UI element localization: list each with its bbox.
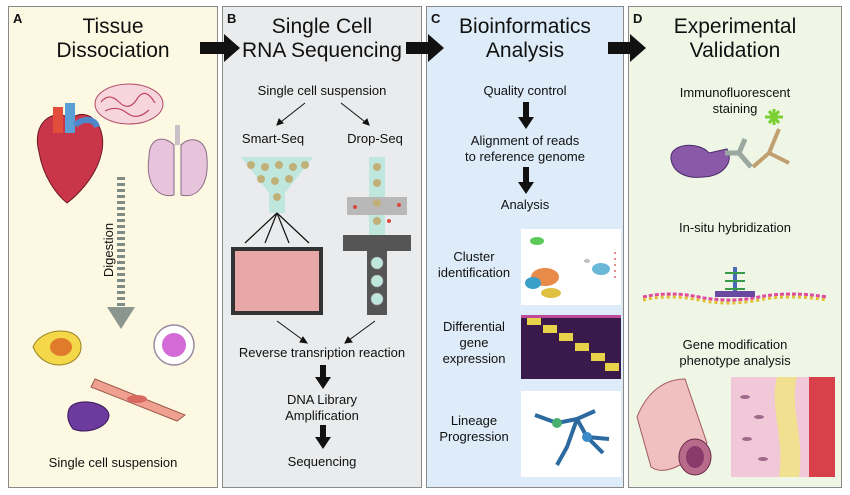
- sequencing-label: Sequencing: [287, 454, 357, 469]
- arrow-b-to-c: [406, 34, 444, 62]
- immunofluorescent-label: Immunofluorescent staining: [679, 85, 791, 116]
- cluster-identification-label: Cluster identification: [437, 249, 511, 280]
- analysis-illustrations: [518, 102, 621, 477]
- panel-letter-b: B: [227, 11, 237, 26]
- panel-rna-sequencing: B Single Cell RNA Sequencing Single cell…: [222, 6, 422, 488]
- cluster-plot-icon: [521, 229, 621, 305]
- flow-arrow: [315, 365, 331, 449]
- digestion-arrow: [107, 177, 135, 329]
- panel-a-result: Single cell suspension: [48, 455, 178, 470]
- flow-arrow: [518, 102, 534, 194]
- sequencing-illustrations: [231, 102, 411, 449]
- arrow-c-to-d: [608, 34, 646, 62]
- panel-bioinformatics: C Bioinformatics Analysis Quality contro…: [426, 6, 624, 488]
- panel-d-title: Experimental Validation: [673, 15, 797, 62]
- arrow-a-to-b: [200, 34, 240, 62]
- blood-vessel-icon: [636, 378, 712, 476]
- lungs-icon: [147, 125, 208, 197]
- panel-letter-c: C: [431, 11, 441, 26]
- differential-expression-label: Differential gene expression: [442, 319, 506, 366]
- quality-control-label: Quality control: [483, 83, 567, 98]
- panel-letter-a: A: [13, 11, 23, 26]
- smart-seq-label: Smart-Seq: [241, 131, 305, 146]
- panel-experimental-validation: D Experimental Validation Immunofluoresc…: [628, 6, 842, 488]
- alignment-label: Alignment of reads to reference genome: [465, 133, 585, 164]
- validation-illustrations: [636, 109, 835, 477]
- panel-c-title: Bioinformatics Analysis: [459, 15, 591, 62]
- drop-seq-chip-icon: [343, 157, 411, 315]
- panel-a-title: Tissue Dissociation: [56, 15, 170, 62]
- brain-icon: [94, 83, 164, 125]
- lineage-graph-icon: [521, 391, 621, 477]
- tissue-illustrations: [32, 83, 208, 432]
- panel-tissue-dissociation: A Tissue Dissociation: [8, 6, 218, 488]
- in-situ-hybridization-icon: [642, 267, 828, 305]
- analysis-label: Analysis: [500, 197, 550, 212]
- tissue-section-icon: [731, 377, 835, 477]
- smart-seq-funnel-icon: [241, 157, 313, 244]
- heart-icon: [36, 103, 104, 204]
- antibody-staining-icon: [670, 109, 790, 178]
- single-cells-icon: [32, 324, 195, 432]
- heatmap-icon: [521, 315, 621, 379]
- in-situ-label: In-situ hybridization: [679, 220, 791, 235]
- gene-modification-label: Gene modification phenotype analysis: [679, 337, 791, 368]
- library-amplification-label: DNA Library Amplification: [285, 392, 359, 423]
- lineage-progression-label: Lineage Progression: [439, 413, 509, 444]
- panel-b-title: Single Cell RNA Sequencing: [242, 15, 402, 62]
- well-plate-icon: [231, 247, 323, 315]
- reverse-transcription-label: Reverse transription reaction: [238, 345, 406, 360]
- cell-suspension-label: Single cell suspension: [257, 83, 387, 98]
- panel-letter-d: D: [633, 11, 643, 26]
- drop-seq-label: Drop-Seq: [347, 131, 403, 146]
